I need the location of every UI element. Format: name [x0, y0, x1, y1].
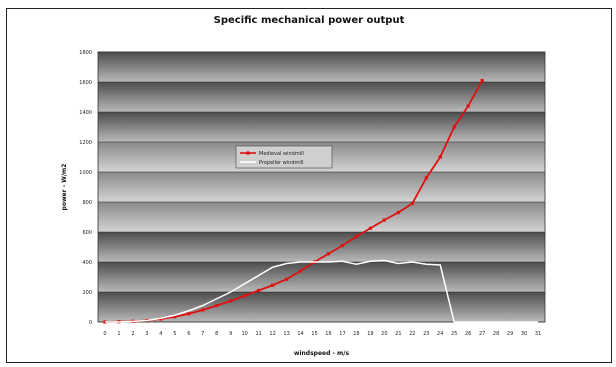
- data-point: [368, 226, 372, 230]
- x-tick-label: 21: [395, 331, 401, 337]
- data-point: [326, 252, 331, 256]
- x-tick-label: 13: [283, 331, 289, 337]
- data-point: [340, 243, 345, 248]
- data-point: [271, 283, 275, 287]
- plot-band: [98, 262, 545, 292]
- plot-band: [98, 172, 545, 202]
- plot-border: [97, 51, 546, 323]
- x-tick-label: 4: [159, 331, 162, 337]
- x-tick-label: 9: [229, 331, 232, 337]
- x-tick-label: 29: [507, 331, 513, 337]
- x-tick-label: 28: [493, 331, 499, 337]
- data-point: [452, 125, 456, 129]
- x-tick-label: 24: [437, 331, 443, 337]
- x-tick-label: 10: [241, 331, 247, 337]
- y-tick-label: 200: [82, 290, 92, 296]
- x-tick-label: 3: [145, 331, 148, 337]
- x-tick-label: 5: [173, 331, 176, 337]
- data-point: [438, 155, 442, 159]
- x-tick-label: 6: [187, 331, 190, 337]
- legend-box: [235, 145, 333, 169]
- plot-band: [98, 112, 545, 142]
- legend-marker: [246, 151, 250, 155]
- x-tick-label: 15: [311, 331, 317, 337]
- x-tick-label: 27: [479, 331, 485, 337]
- data-point: [229, 299, 233, 303]
- data-point: [298, 269, 303, 273]
- x-tick-label: 20: [381, 331, 387, 337]
- x-tick-label: 8: [215, 331, 218, 337]
- legend-label-0: Medieval windmill: [259, 151, 304, 157]
- y-tick-label: 1800: [79, 50, 92, 56]
- x-tick-label: 19: [367, 331, 373, 337]
- data-point: [187, 312, 191, 316]
- x-tick-label: 12: [269, 331, 275, 337]
- x-tick-label: 17: [339, 331, 345, 337]
- data-point: [173, 315, 177, 319]
- x-tick-label: 16: [325, 331, 331, 337]
- x-tick-label: 26: [465, 331, 471, 337]
- data-point: [215, 303, 219, 308]
- y-tick-label: 0: [89, 320, 92, 326]
- y-tick-label: 1600: [79, 80, 92, 86]
- y-axis-label: power - W/m2: [61, 164, 68, 211]
- x-axis-label: windspeed - m/s: [294, 350, 350, 357]
- plot-band: [98, 202, 545, 232]
- data-point: [382, 218, 386, 222]
- y-tick-label: 1400: [79, 110, 92, 116]
- data-point: [201, 308, 205, 312]
- x-tick-label: 22: [409, 331, 415, 337]
- y-tick-label: 800: [82, 200, 92, 206]
- x-tick-label: 30: [521, 331, 527, 337]
- x-tick-label: 31: [535, 331, 541, 337]
- y-tick-label: 1000: [79, 170, 92, 176]
- x-tick-label: 23: [423, 331, 429, 337]
- series-line-0: [104, 80, 483, 323]
- x-tick-label: 2: [131, 331, 134, 337]
- x-tick-label: 18: [353, 331, 359, 337]
- data-point: [396, 210, 400, 215]
- data-point: [466, 104, 470, 108]
- plot-band: [98, 82, 545, 112]
- x-tick-label: 14: [297, 331, 303, 337]
- data-point: [410, 201, 414, 206]
- data-point: [424, 176, 428, 180]
- x-tick-label: 25: [451, 331, 457, 337]
- data-point: [480, 78, 484, 83]
- chart-title: Specific mechanical power output: [213, 15, 405, 26]
- data-point: [243, 294, 247, 298]
- x-tick-label: 0: [103, 331, 106, 337]
- y-tick-label: 1200: [79, 140, 92, 146]
- plot-band: [98, 52, 545, 82]
- x-tick-label: 11: [255, 331, 261, 337]
- data-point: [354, 234, 359, 239]
- y-tick-label: 600: [82, 230, 92, 236]
- data-point: [257, 288, 261, 293]
- y-tick-label: 400: [82, 260, 92, 266]
- series-line-1: [104, 259, 539, 323]
- x-tick-label: 7: [201, 331, 204, 337]
- data-point: [284, 277, 289, 281]
- legend-label-1: Propeller windmill: [259, 160, 304, 166]
- x-tick-label: 1: [117, 331, 120, 337]
